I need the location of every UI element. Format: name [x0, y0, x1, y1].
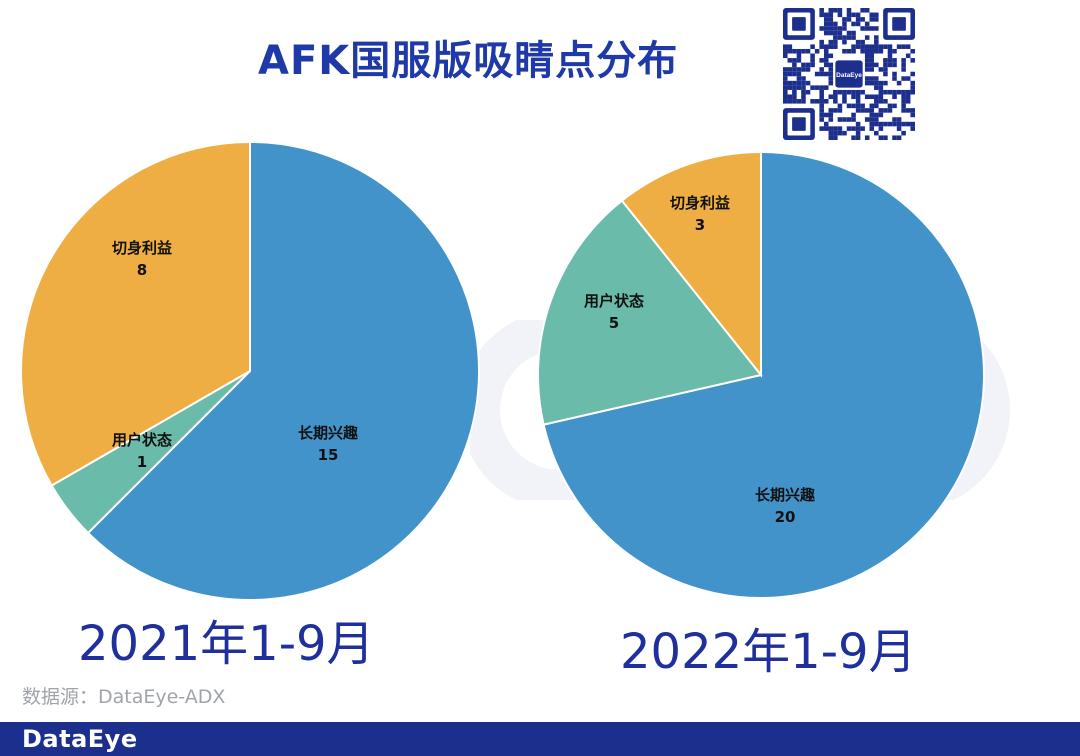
- chart-2-slice-1-value: 20: [775, 508, 796, 526]
- chart-2-slice-3-label: 切身利益: [670, 194, 730, 212]
- footer-bar: DataEye: [0, 722, 1080, 756]
- chart-1-slice-1: [86, 140, 480, 601]
- chart-1-slice-1-label: 长期兴趣: [298, 424, 359, 442]
- chart-1-slice-2-value: 1: [137, 453, 147, 471]
- chart-1-slice-3-value: 8: [137, 261, 147, 279]
- chart-1-caption: 2021年1-9月: [78, 616, 375, 672]
- chart-1-slice-1-value: 15: [318, 446, 339, 464]
- chart-1-slice-2-label: 用户状态: [112, 431, 172, 449]
- chart-1-slice-3-label: 切身利益: [112, 239, 172, 257]
- chart-2-slice-3: [620, 150, 762, 378]
- page-title: AFK国服版吸睛点分布: [258, 38, 679, 84]
- dataeye-logo: DataEye: [22, 725, 138, 753]
- chart-1-slice-3: [20, 140, 251, 487]
- svg-text:DataEye: DataEye: [836, 72, 862, 79]
- chart-2-slice-2-label: 用户状态: [584, 292, 644, 310]
- chart-2-slice-3-value: 3: [695, 216, 705, 234]
- qr-code-image: DataEye: [783, 8, 915, 140]
- source-text: 数据源：DataEye-ADX: [22, 686, 226, 708]
- chart-2-slice-2-value: 5: [609, 314, 619, 332]
- chart-2-slice-1: [542, 150, 985, 599]
- chart-2-slice-2: [537, 199, 763, 426]
- chart-2-caption: 2022年1-9月: [620, 624, 917, 680]
- chart-2-slice-1-label: 长期兴趣: [755, 486, 816, 504]
